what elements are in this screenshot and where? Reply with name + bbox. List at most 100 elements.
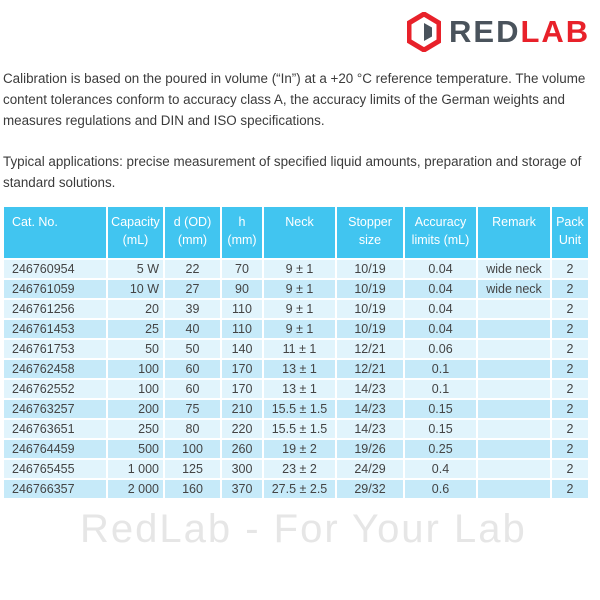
logo-text-red: RED xyxy=(449,14,521,49)
table-cell: 27 xyxy=(163,278,222,300)
table-cell xyxy=(476,418,552,440)
redlab-logo: REDLAB xyxy=(407,12,590,52)
column-header: Cat. No. xyxy=(2,205,108,260)
column-header: Neck xyxy=(262,205,337,260)
table-cell: 9 ± 1 xyxy=(262,318,337,340)
table-cell: 50 xyxy=(163,338,222,360)
table-cell: 170 xyxy=(220,378,264,400)
table-cell: 2 xyxy=(550,478,590,500)
table-cell: 0.04 xyxy=(403,258,478,280)
table-cell: 246763257 xyxy=(2,398,108,420)
table-cell: 10 W xyxy=(106,278,165,300)
table-cell: 2 xyxy=(550,458,590,480)
table-cell: 15.5 ± 1.5 xyxy=(262,398,337,420)
column-header-line: (mL) xyxy=(122,233,149,247)
table-cell: 2 xyxy=(550,418,590,440)
column-header: Stopper size xyxy=(335,205,405,260)
applications-paragraph: Typical applications: precise measuremen… xyxy=(3,154,582,190)
table-cell: 210 xyxy=(220,398,264,420)
calibration-paragraph: Calibration is based on the poured in vo… xyxy=(3,71,586,128)
table-cell: 160 xyxy=(163,478,222,500)
column-header-line: Capacity xyxy=(111,215,160,229)
table-header: Cat. No. Capacity (mL) d (OD) (mm) h (mm) Neck S… xyxy=(2,205,590,260)
table-cell: 2 xyxy=(550,378,590,400)
table-cell: 246761753 xyxy=(2,338,108,360)
column-header: Pack Unit xyxy=(550,205,590,260)
table-cell: 10/19 xyxy=(335,298,405,320)
table-cell: 5 W xyxy=(106,258,165,280)
table-cell: 20 xyxy=(106,298,165,320)
table-row: 246763651 250 80 220 15.5 ± 1.5 14/23 0.15 2 xyxy=(2,418,590,440)
column-header-line: h xyxy=(238,215,246,229)
column-header-line: Remark xyxy=(492,215,536,229)
table-cell: 13 ± 1 xyxy=(262,378,337,400)
table-cell: 370 xyxy=(220,478,264,500)
table-row: 246765455 1 000 125 300 23 ± 2 24/29 0.4 2 xyxy=(2,458,590,480)
table-cell: 10/19 xyxy=(335,278,405,300)
table-cell: 15.5 ± 1.5 xyxy=(262,418,337,440)
table-cell: 0.1 xyxy=(403,358,478,380)
table-cell: 0.15 xyxy=(403,418,478,440)
table-row: 246764459 500 100 260 19 ± 2 19/26 0.25 2 xyxy=(2,438,590,460)
column-header-line: Cat. No. xyxy=(12,215,58,229)
table-cell: 9 ± 1 xyxy=(262,298,337,320)
table-cell: 13 ± 1 xyxy=(262,358,337,380)
table-cell: 0.4 xyxy=(403,458,478,480)
table-cell: 0.1 xyxy=(403,378,478,400)
column-header: h (mm) xyxy=(220,205,264,260)
table-cell: 10/19 xyxy=(335,258,405,280)
table-row: 246762458 100 60 170 13 ± 1 12/21 0.1 2 xyxy=(2,358,590,380)
table-row: 246766357 2 000 160 370 27.5 ± 2.5 29/32 0.6 2 xyxy=(2,478,590,500)
column-header-line: d (OD) xyxy=(173,215,212,229)
table-cell: 220 xyxy=(220,418,264,440)
logo-text-lab: LAB xyxy=(520,14,591,49)
hexagon-logo-icon xyxy=(407,12,441,52)
table-cell: 40 xyxy=(163,318,222,340)
column-header: Capacity (mL) xyxy=(106,205,165,260)
table-cell: 250 xyxy=(106,418,165,440)
table-cell xyxy=(476,298,552,320)
table-cell: 100 xyxy=(106,378,165,400)
table-row: 246761453 25 40 110 9 ± 1 10/19 0.04 2 xyxy=(2,318,590,340)
table-cell: 22 xyxy=(163,258,222,280)
table-cell: 0.25 xyxy=(403,438,478,460)
table-cell xyxy=(476,438,552,460)
table-cell: 2 xyxy=(550,318,590,340)
table-cell: 2 xyxy=(550,338,590,360)
watermark: RedLab - For Your Lab xyxy=(80,507,527,551)
table-cell: 0.6 xyxy=(403,478,478,500)
table-cell: 12/21 xyxy=(335,338,405,360)
table-cell: 110 xyxy=(220,298,264,320)
table-cell xyxy=(476,398,552,420)
column-header-line: Unit xyxy=(558,233,582,247)
table-cell: 260 xyxy=(220,438,264,460)
table-cell: 14/23 xyxy=(335,418,405,440)
table-cell: 70 xyxy=(220,258,264,280)
table-row: 246761059 10 W 27 90 9 ± 1 10/19 0.04 wide neck… xyxy=(2,278,590,300)
column-header-line: Stopper xyxy=(348,215,392,229)
table-cell: 300 xyxy=(220,458,264,480)
table-cell: wide neck xyxy=(476,278,552,300)
column-header: Accuracy limits (mL) xyxy=(403,205,478,260)
table-cell xyxy=(476,338,552,360)
table-cell: 29/32 xyxy=(335,478,405,500)
table-cell: 0.06 xyxy=(403,338,478,360)
column-header: d (OD) (mm) xyxy=(163,205,222,260)
column-header-line: Neck xyxy=(285,215,314,229)
table-cell: 0.15 xyxy=(403,398,478,420)
table-cell: 60 xyxy=(163,378,222,400)
table-cell: 100 xyxy=(163,438,222,460)
table-cell: 24/29 xyxy=(335,458,405,480)
table-cell: 246765455 xyxy=(2,458,108,480)
table-cell: 19/26 xyxy=(335,438,405,460)
table-cell: 25 xyxy=(106,318,165,340)
table-cell: 2 xyxy=(550,278,590,300)
table-cell: 246766357 xyxy=(2,478,108,500)
table-cell: 1 000 xyxy=(106,458,165,480)
column-header-line: (mm) xyxy=(227,233,257,247)
product-table: Cat. No. Capacity (mL) d (OD) (mm) h (mm) Neck S… xyxy=(2,205,590,500)
column-header-line: limits (mL) xyxy=(411,233,470,247)
table-cell: 110 xyxy=(220,318,264,340)
column-header-line: size xyxy=(358,233,382,247)
table-cell xyxy=(476,378,552,400)
